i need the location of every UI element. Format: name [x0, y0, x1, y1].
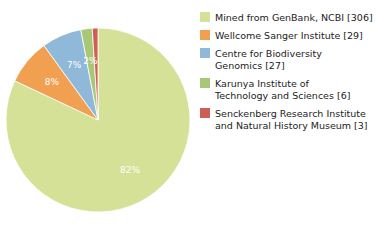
legend-swatch: [200, 108, 210, 118]
legend-label: Senckenberg Research Instituteand Natura…: [215, 108, 368, 131]
legend-label-line: Senckenberg Research Institute: [215, 108, 366, 119]
data-label: 82%: [120, 165, 140, 175]
pie: [6, 28, 190, 212]
data-label: 7%: [67, 60, 82, 70]
legend-label-line: Karunya Institute of: [215, 78, 310, 89]
legend-label: Mined from GenBank, NCBI [306]: [215, 12, 373, 23]
data-label: 2%: [83, 56, 98, 66]
pie-slice: [6, 28, 190, 212]
legend-label: Karunya Institute ofTechnology and Scien…: [214, 78, 350, 101]
legend-label: Centre for BiodiversityGenomics [27]: [215, 48, 322, 71]
data-label: 8%: [45, 77, 60, 87]
legend: Mined from GenBank, NCBI [306] Wellcome S…: [200, 12, 373, 131]
legend-swatch: [200, 78, 210, 88]
chart-container: 82% 8% 7%2% Mined from GenBank, NCBI [306] W…: [0, 0, 380, 240]
legend-swatch: [200, 30, 210, 40]
pie-slice: [92, 28, 98, 120]
legend-label-line: and Natural History Museum [3]: [215, 120, 368, 131]
data-labels: 82% 8% 7%2%: [45, 56, 141, 176]
legend-label-line: Mined from GenBank, NCBI [306]: [215, 12, 373, 23]
legend-swatch: [200, 12, 210, 22]
legend-label: Wellcome Sanger Institute [29]: [215, 30, 363, 41]
chart: 82% 8% 7%2% Mined from GenBank, NCBI [306] W…: [0, 0, 380, 240]
legend-label-line: Technology and Sciences [6]: [214, 90, 350, 101]
legend-swatch: [200, 48, 210, 58]
legend-label-line: Wellcome Sanger Institute [29]: [215, 30, 363, 41]
legend-label-line: Genomics [27]: [215, 60, 285, 71]
legend-label-line: Centre for Biodiversity: [215, 48, 322, 59]
pie-slice: [81, 28, 98, 120]
